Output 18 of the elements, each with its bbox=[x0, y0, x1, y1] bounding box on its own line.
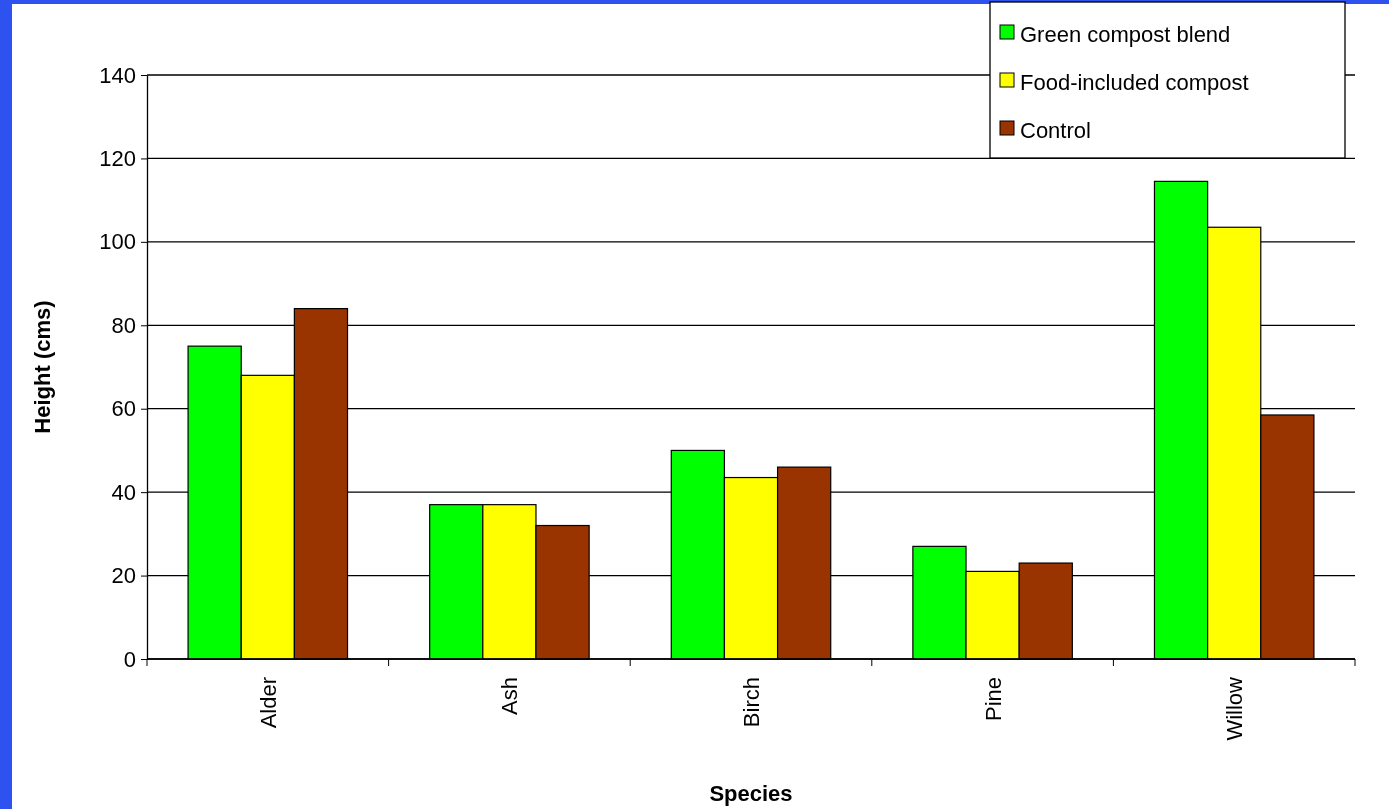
legend-label: Green compost blend bbox=[1020, 22, 1231, 47]
x-tick-label: Willow bbox=[1222, 676, 1248, 741]
y-tick-label: 60 bbox=[111, 396, 136, 422]
x-tick-label: Ash bbox=[497, 677, 523, 715]
y-tick-label: 0 bbox=[123, 646, 136, 672]
y-tick-label: 20 bbox=[111, 563, 136, 589]
y-tick-label: 40 bbox=[111, 479, 136, 505]
y-tick-label: 120 bbox=[99, 145, 136, 171]
y-tick-label: 140 bbox=[99, 62, 136, 88]
legend-label: Control bbox=[1020, 118, 1091, 143]
x-tick-label: Pine bbox=[980, 677, 1006, 722]
y-tick-label: 100 bbox=[99, 229, 136, 255]
y-tick-label: 80 bbox=[111, 312, 136, 338]
y-axis-title: Height (cms) bbox=[30, 300, 55, 434]
x-tick-label: Alder bbox=[255, 677, 281, 729]
x-tick-label: Birch bbox=[739, 677, 764, 728]
legend-label: Food-included compost bbox=[1020, 70, 1249, 95]
x-axis-title: Species bbox=[709, 781, 793, 806]
